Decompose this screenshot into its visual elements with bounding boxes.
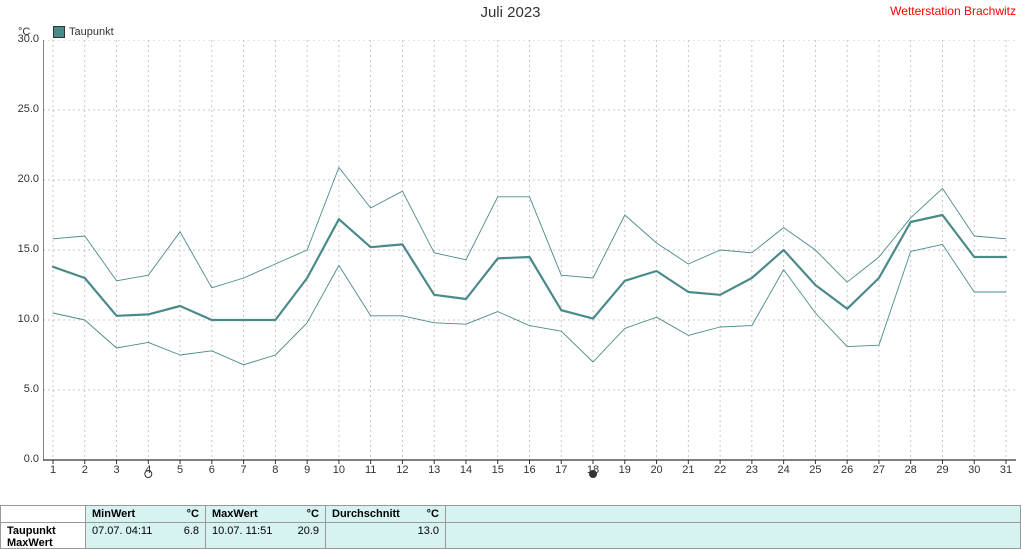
x-tick-label: 11 bbox=[365, 464, 376, 476]
x-tick-label: 4 bbox=[145, 464, 151, 476]
x-tick-label: 30 bbox=[968, 464, 980, 476]
x-tick-label: 8 bbox=[272, 464, 278, 476]
x-tick-label: 31 bbox=[1000, 464, 1012, 476]
x-tick-label: 14 bbox=[460, 464, 472, 476]
x-tick-label: 15 bbox=[492, 464, 504, 476]
x-tick-label: 7 bbox=[241, 464, 247, 476]
stats-min-header: MinWert°C bbox=[86, 506, 206, 523]
x-tick-label: 17 bbox=[555, 464, 567, 476]
x-tick-label: 12 bbox=[396, 464, 408, 476]
dewpoint-chart bbox=[43, 40, 1016, 480]
x-tick-label: 24 bbox=[778, 464, 790, 476]
legend: Taupunkt bbox=[53, 26, 114, 38]
x-tick-label: 28 bbox=[905, 464, 917, 476]
x-tick-label: 22 bbox=[714, 464, 726, 476]
stats-avg-header: Durchschnitt°C bbox=[326, 506, 446, 523]
x-tick-label: 18 bbox=[587, 464, 599, 476]
stats-max-header: MaxWert°C bbox=[206, 506, 326, 523]
y-tick-label: 15.0 bbox=[9, 243, 39, 255]
stats-table: MinWert°C MaxWert°C Durchschnitt°C Taupu… bbox=[0, 505, 1021, 549]
station-label: Wetterstation Brachwitz bbox=[890, 4, 1016, 18]
legend-swatch bbox=[53, 26, 65, 38]
x-tick-label: 19 bbox=[619, 464, 631, 476]
y-tick-label: 10.0 bbox=[9, 313, 39, 325]
x-tick-label: 2 bbox=[82, 464, 88, 476]
stats-spacer bbox=[446, 506, 1021, 523]
x-tick-label: 20 bbox=[650, 464, 662, 476]
y-tick-label: 0.0 bbox=[9, 453, 39, 465]
x-tick-label: 9 bbox=[304, 464, 310, 476]
x-tick-label: 5 bbox=[177, 464, 183, 476]
y-tick-label: 20.0 bbox=[9, 173, 39, 185]
x-tick-label: 29 bbox=[936, 464, 948, 476]
y-tick-label: 30.0 bbox=[9, 33, 39, 45]
legend-label: Taupunkt bbox=[69, 26, 114, 38]
stats-max-cell: 10.07. 11:5120.9 bbox=[206, 523, 326, 549]
x-tick-label: 21 bbox=[682, 464, 694, 476]
x-tick-label: 27 bbox=[873, 464, 885, 476]
stats-min-cell: 07.07. 04:116.8 bbox=[86, 523, 206, 549]
stats-spacer-cell bbox=[446, 523, 1021, 549]
x-tick-label: 23 bbox=[746, 464, 758, 476]
x-tick-label: 16 bbox=[523, 464, 535, 476]
x-tick-label: 1 bbox=[50, 464, 56, 476]
x-tick-label: 25 bbox=[809, 464, 821, 476]
stats-avg-cell: 13.0 bbox=[326, 523, 446, 549]
x-tick-label: 10 bbox=[333, 464, 345, 476]
stats-row-label: Taupunkt MaxWert bbox=[1, 523, 86, 549]
y-tick-label: 5.0 bbox=[9, 383, 39, 395]
chart-title: Juli 2023 bbox=[0, 4, 1021, 21]
x-tick-label: 3 bbox=[113, 464, 119, 476]
x-tick-label: 6 bbox=[209, 464, 215, 476]
y-tick-label: 25.0 bbox=[9, 103, 39, 115]
x-tick-label: 13 bbox=[428, 464, 440, 476]
x-tick-label: 26 bbox=[841, 464, 853, 476]
stats-empty-header bbox=[1, 506, 86, 523]
